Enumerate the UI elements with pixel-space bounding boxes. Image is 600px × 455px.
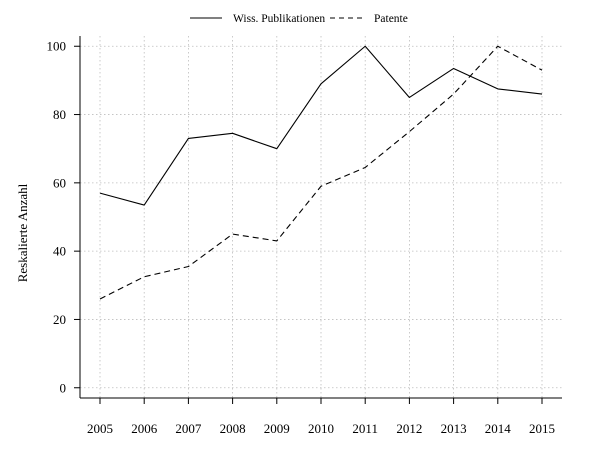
ticks: 0 20 40 60 80 100 2005 2006 2007 2008 2009 2010 2011…	[47, 39, 556, 436]
y-tick-label-100: 100	[47, 39, 67, 54]
series-line-publikationen	[99, 45, 543, 206]
y-tick-label-60: 60	[53, 175, 66, 190]
x-tick-label-2005: 2005	[87, 421, 113, 436]
x-tick-label-2012: 2012	[396, 421, 422, 436]
y-tick-label-40: 40	[53, 244, 66, 259]
legend: Wiss. Publikationen Patente	[190, 13, 408, 25]
y-tick-label-20: 20	[53, 312, 66, 327]
series-line-patente	[99, 45, 543, 300]
x-tick-label-2013: 2013	[441, 421, 467, 436]
x-tick-label-2014: 2014	[485, 421, 512, 436]
x-tick-label-2010: 2010	[308, 421, 334, 436]
x-tick-label-2006: 2006	[131, 421, 158, 436]
x-tick-label-2007: 2007	[175, 421, 202, 436]
x-tick-label-2011: 2011	[352, 421, 378, 436]
y-tick-label-80: 80	[53, 107, 66, 122]
legend-label-patente: Patente	[374, 13, 408, 25]
grid	[80, 36, 562, 398]
legend-label-publikationen: Wiss. Publikationen	[233, 13, 325, 25]
x-tick-label-2009: 2009	[264, 421, 290, 436]
x-tick-label-2008: 2008	[220, 421, 246, 436]
x-tick-label-2015: 2015	[529, 421, 555, 436]
y-tick-label-0: 0	[60, 380, 67, 395]
y-axis-title: Reskalierte Anzahl	[15, 183, 30, 282]
series-lines	[99, 45, 543, 300]
